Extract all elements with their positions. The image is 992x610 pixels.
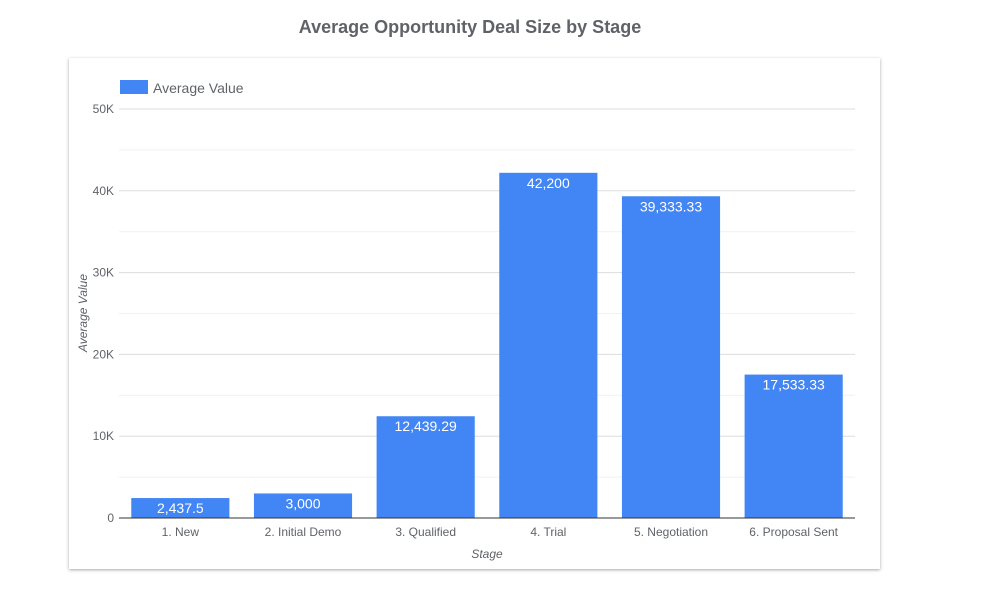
y-tick-label: 10K xyxy=(93,429,114,443)
legend-swatch xyxy=(120,80,148,94)
legend[interactable]: Average Value xyxy=(120,80,244,96)
bar[interactable] xyxy=(376,416,475,518)
chart-card: 0 10K 20K 30K 40K 50K 2,437.5 3,000 12,439.29 42… xyxy=(69,58,880,569)
bar[interactable] xyxy=(499,172,598,518)
bar-value-label: 39,333.33 xyxy=(640,198,702,214)
bar-value-label: 3,000 xyxy=(285,495,320,511)
bar-value-label: 17,533.33 xyxy=(763,377,825,393)
x-tick-label: 2. Initial Demo xyxy=(265,525,342,539)
x-tick-label: 6. Proposal Sent xyxy=(749,525,838,539)
x-tick-label: 3. Qualified xyxy=(395,525,456,539)
bar-value-label: 42,200 xyxy=(527,175,570,191)
bar-chart: 0 10K 20K 30K 40K 50K 2,437.5 3,000 12,439.29 42… xyxy=(76,80,855,561)
y-axis-title: Average Value xyxy=(76,274,90,353)
bar-value-label: 2,437.5 xyxy=(157,500,204,516)
chart-title: Average Opportunity Deal Size by Stage xyxy=(298,17,642,37)
bar[interactable] xyxy=(253,493,353,518)
y-axis-ticks: 0 10K 20K 30K 40K 50K xyxy=(93,102,115,525)
y-tick-label: 40K xyxy=(93,184,114,198)
y-tick-label: 50K xyxy=(93,102,114,116)
bar[interactable] xyxy=(621,196,721,518)
bar-value-label: 12,439.29 xyxy=(395,418,457,434)
x-axis-title: Stage xyxy=(471,547,503,561)
y-tick-label: 0 xyxy=(107,511,114,525)
bar[interactable] xyxy=(744,374,843,518)
bar[interactable] xyxy=(131,498,230,518)
x-axis-ticks: 1. New 2. Initial Demo 3. Qualified 4. Tria… xyxy=(162,525,839,539)
x-tick-label: 4. Trial xyxy=(530,525,566,539)
gridlines xyxy=(119,108,855,478)
x-tick-label: 5. Negotiation xyxy=(634,525,708,539)
x-tick-label: 1. New xyxy=(162,525,200,539)
legend-label: Average Value xyxy=(153,80,244,96)
y-tick-label: 20K xyxy=(93,347,114,361)
y-tick-label: 30K xyxy=(93,266,114,280)
bars: 2,437.5 3,000 12,439.29 42,200 39,333.33 17,5… xyxy=(131,172,843,518)
